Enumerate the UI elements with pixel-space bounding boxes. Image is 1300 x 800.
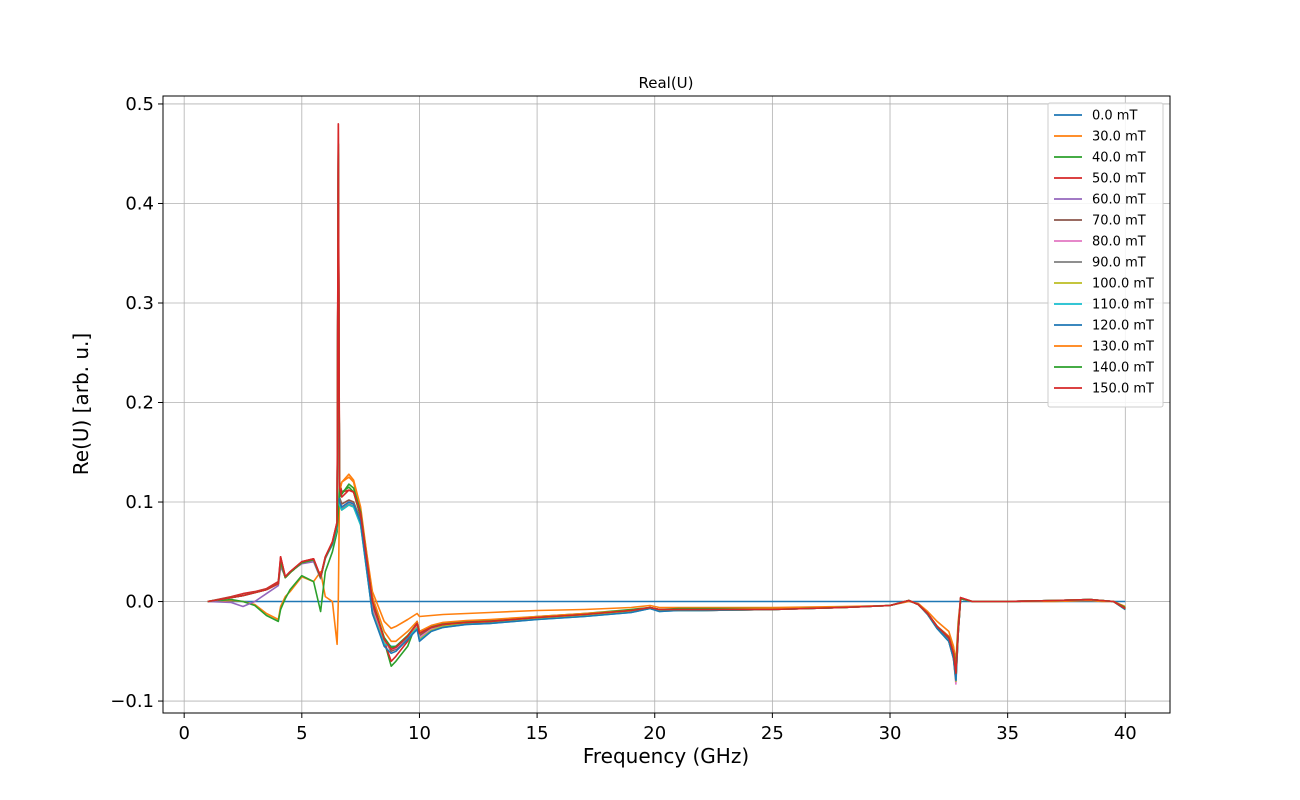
legend-entry: 80.0 mT (1092, 235, 1146, 250)
y-tick-label: −0.1 (110, 691, 154, 712)
legend: 0.0 mT 30.0 mT 40.0 mT 50.0 mT 60.0 mT 70.0 m… (1047, 102, 1164, 408)
legend-entry: 40.0 mT (1092, 151, 1146, 166)
legend-entry: 0.0 mT (1092, 109, 1137, 124)
plot-area-frame (162, 95, 1171, 714)
legend-entry: 130.0 mT (1092, 340, 1154, 355)
x-tick-label: 15 (526, 723, 549, 744)
x-tick-label: 10 (408, 723, 431, 744)
y-axis-ticks: −0.1 0.0 0.1 0.2 0.3 0.4 0.5 (110, 94, 163, 712)
legend-frame (1047, 102, 1164, 408)
y-tick-label: 0.0 (125, 592, 154, 613)
legend-entry: 60.0 mT (1092, 193, 1146, 208)
x-tick-label: 20 (643, 723, 666, 744)
legend-entry: 70.0 mT (1092, 214, 1146, 229)
legend-entry: 140.0 mT (1092, 361, 1154, 376)
legend-entry: 30.0 mT (1092, 130, 1146, 145)
x-tick-label: 0 (178, 723, 189, 744)
x-tick-label: 5 (296, 723, 307, 744)
y-tick-label: 0.5 (125, 94, 154, 115)
legend-entry: 150.0 mT (1092, 382, 1154, 397)
series-line-13 (207, 123, 1126, 675)
x-tick-label: 30 (879, 723, 902, 744)
chart-title: Real(U) (638, 74, 693, 92)
legend-entry: 90.0 mT (1092, 256, 1146, 271)
legend-entry: 50.0 mT (1092, 172, 1146, 187)
y-tick-label: 0.3 (125, 293, 154, 314)
x-axis-label: Frequency (GHz) (583, 744, 749, 768)
legend-entry: 110.0 mT (1092, 298, 1154, 313)
series-layer (207, 123, 1126, 685)
y-axis-label: Re(U) [arb. u.] (69, 333, 93, 475)
legend-entry: 120.0 mT (1092, 319, 1154, 334)
y-tick-label: 0.4 (125, 193, 154, 214)
x-tick-label: 35 (996, 723, 1019, 744)
legend-entry: 100.0 mT (1092, 277, 1154, 292)
y-tick-label: 0.2 (125, 393, 154, 414)
x-tick-label: 25 (761, 723, 784, 744)
x-tick-label: 40 (1114, 723, 1137, 744)
y-tick-label: 0.1 (125, 492, 154, 513)
x-axis-ticks: 0 5 10 15 20 25 30 35 40 (178, 713, 1137, 744)
